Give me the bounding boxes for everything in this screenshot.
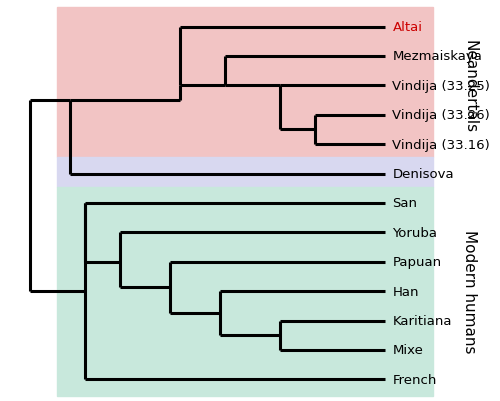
Text: Karitiana: Karitiana — [392, 314, 452, 327]
Text: Mixe: Mixe — [392, 344, 424, 356]
Text: Denisova: Denisova — [392, 168, 454, 180]
Text: Vindija (33.16): Vindija (33.16) — [392, 138, 490, 151]
Text: Han: Han — [392, 285, 419, 298]
Text: Altai: Altai — [392, 21, 422, 34]
Text: Yoruba: Yoruba — [392, 226, 438, 239]
Text: Papuan: Papuan — [392, 255, 442, 269]
Text: French: French — [392, 373, 437, 386]
Text: Vindija (33.26): Vindija (33.26) — [392, 109, 490, 122]
Bar — [58, 158, 432, 187]
Bar — [58, 187, 432, 395]
Text: Vindija (33.25): Vindija (33.25) — [392, 80, 490, 93]
Text: Modern humans: Modern humans — [462, 230, 477, 353]
Bar — [58, 8, 432, 158]
Text: San: San — [392, 197, 417, 210]
Text: Mezmaiskaya: Mezmaiskaya — [392, 50, 482, 63]
Text: Neandertals: Neandertals — [462, 40, 477, 133]
